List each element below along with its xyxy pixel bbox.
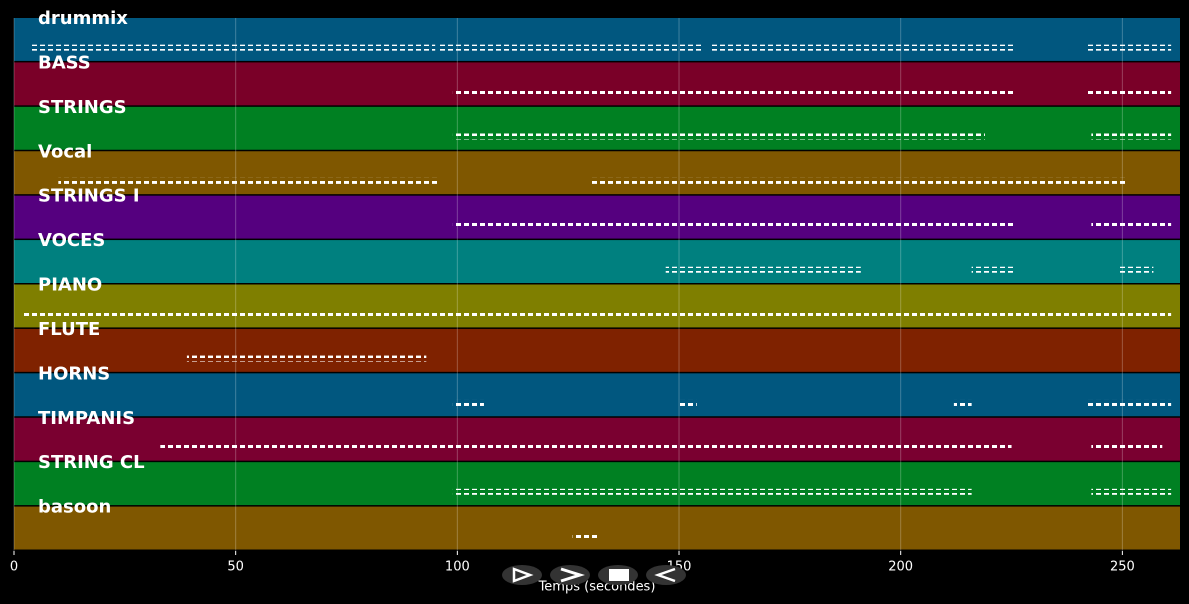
note-cluster <box>971 266 1016 273</box>
track-lane <box>14 240 1180 283</box>
note-cluster <box>452 222 1016 229</box>
note-cluster <box>1117 266 1154 273</box>
note-cluster <box>58 177 440 184</box>
track-label: BASS <box>38 52 91 73</box>
note-cluster <box>452 133 985 140</box>
note-cluster <box>452 89 1016 96</box>
note-cluster <box>1086 89 1172 96</box>
note-cluster <box>160 444 1012 451</box>
play-button[interactable] <box>502 565 542 585</box>
note-cluster <box>1091 488 1172 495</box>
note-cluster <box>1091 133 1172 140</box>
note-cluster <box>679 399 697 406</box>
x-tick-label: 200 <box>888 560 913 575</box>
track-label: TIMPANIS <box>38 408 135 429</box>
track-label: basoon <box>38 497 111 518</box>
note-cluster <box>1091 444 1163 451</box>
note-cluster <box>31 44 436 51</box>
note-cluster <box>953 399 972 406</box>
stop-button[interactable] <box>598 565 638 585</box>
track-label: FLUTE <box>38 319 100 340</box>
x-tick-label: 250 <box>1110 560 1135 575</box>
x-tick-label: 0 <box>10 560 18 575</box>
forward-button[interactable] <box>550 565 590 585</box>
track-label: STRINGS <box>38 97 127 118</box>
track-label: drummix <box>38 8 128 29</box>
note-cluster <box>439 44 702 51</box>
note-cluster <box>710 44 1016 51</box>
note-cluster <box>22 311 1172 318</box>
x-tick-label: 100 <box>445 560 470 575</box>
track-label: Vocal <box>38 141 92 162</box>
track-lane <box>14 18 1180 61</box>
track-lane <box>14 462 1180 506</box>
note-cluster <box>452 399 484 406</box>
track-label: STRING CL <box>38 452 145 473</box>
note-cluster <box>186 355 427 362</box>
track-lane <box>14 417 1180 461</box>
track-label: PIANO <box>38 275 102 296</box>
note-cluster <box>1086 44 1172 51</box>
track-lane <box>14 106 1180 150</box>
track-lane <box>14 62 1180 106</box>
track-lane <box>14 506 1180 550</box>
note-cluster <box>665 266 861 273</box>
track-lane <box>14 373 1180 417</box>
track-label: HORNS <box>38 363 110 384</box>
note-cluster <box>1091 222 1172 229</box>
note-cluster <box>1086 399 1172 406</box>
track-lane <box>14 195 1180 239</box>
note-cluster <box>452 488 972 495</box>
x-tick-label: 50 <box>227 560 244 575</box>
note-cluster <box>590 177 1127 184</box>
plot-area: 0 50 100 150 200 250drummixBASSSTRINGSVocalST… <box>10 8 1180 575</box>
note-cluster <box>572 533 600 540</box>
track-lane <box>14 328 1180 372</box>
track-lane <box>14 151 1180 195</box>
rewind-button[interactable] <box>646 565 686 585</box>
track-lane <box>14 284 1180 328</box>
track-label: VOCES <box>38 230 105 251</box>
track-label: STRINGS I <box>38 186 140 207</box>
playback-controls <box>502 565 686 585</box>
